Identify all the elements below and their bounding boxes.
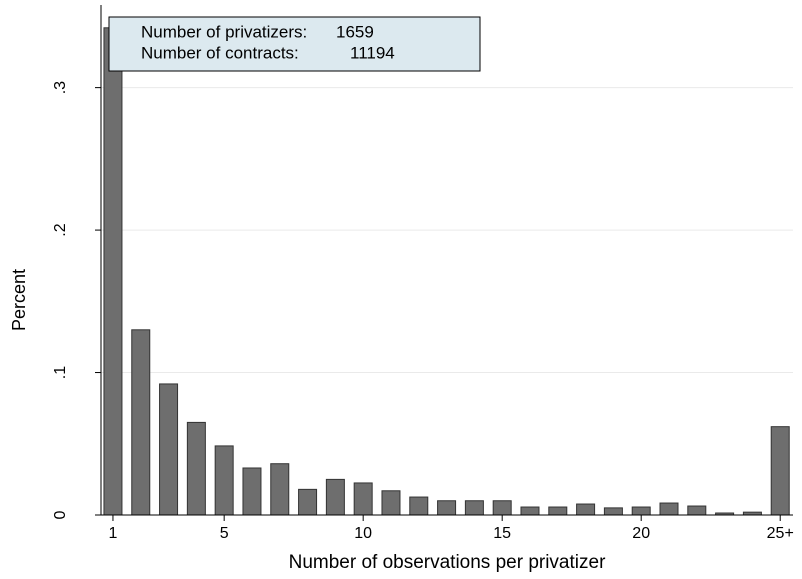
y-axis-title: Percent <box>9 269 29 331</box>
annotation-value: 11194 <box>350 43 395 62</box>
bar <box>492 500 512 516</box>
x-tick-label: 10 <box>354 525 372 542</box>
bar <box>131 329 151 516</box>
bar <box>103 27 123 516</box>
x-tick-label: 1 <box>109 525 118 542</box>
y-tick-label: 0 <box>52 510 69 519</box>
y-tick-label: .3 <box>52 81 69 94</box>
bar <box>159 383 179 516</box>
bar <box>770 426 790 516</box>
x-axis-title: Number of observations per privatizer <box>289 552 606 573</box>
bar <box>520 506 540 516</box>
bar <box>298 488 318 516</box>
x-tick-label: 15 <box>493 525 511 542</box>
bar <box>631 506 651 516</box>
bar <box>576 503 596 516</box>
x-tick-label: 20 <box>632 525 650 542</box>
x-tick-label: 25+ <box>767 525 794 542</box>
y-tick-label: .1 <box>52 366 69 379</box>
bar <box>437 500 457 516</box>
annotation-label: Number of contracts: <box>141 43 299 62</box>
bar <box>325 478 345 516</box>
annotation-box <box>108 16 481 72</box>
bar <box>214 445 234 516</box>
bar <box>464 500 484 516</box>
bar <box>270 463 290 516</box>
y-tick-label: .2 <box>52 223 69 236</box>
bar <box>659 502 679 516</box>
bar <box>186 421 206 516</box>
annotation-value: 1659 <box>336 22 374 41</box>
x-tick-label: 5 <box>220 525 229 542</box>
annotation-label: Number of privatizers: <box>141 22 307 41</box>
bar <box>381 490 401 516</box>
bar <box>687 505 707 516</box>
bar <box>548 506 568 516</box>
bar <box>242 467 262 516</box>
bar <box>603 507 623 516</box>
bar <box>409 496 429 516</box>
bar <box>353 482 373 516</box>
